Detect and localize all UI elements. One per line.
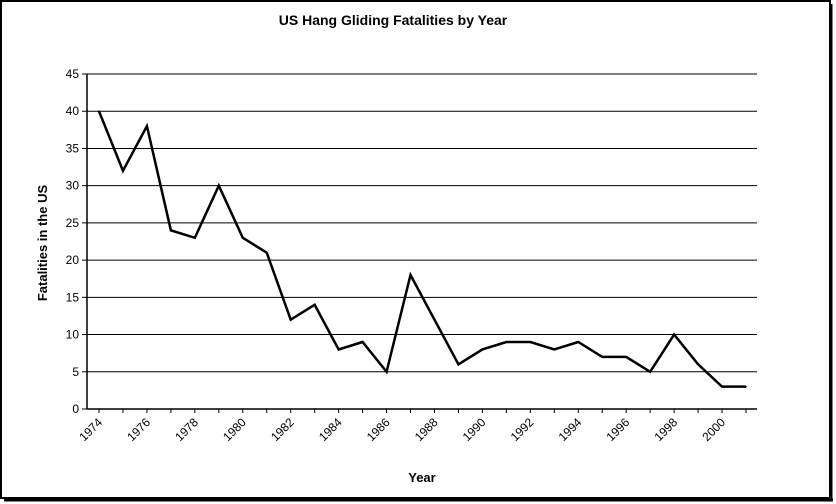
data-point bbox=[194, 236, 196, 239]
data-point bbox=[697, 363, 699, 366]
data-point bbox=[721, 385, 723, 388]
y-tick-label: 15 bbox=[66, 290, 80, 304]
data-point bbox=[409, 274, 412, 276]
data-point bbox=[313, 303, 316, 306]
data-point bbox=[433, 318, 436, 321]
data-point bbox=[98, 110, 100, 113]
data-point bbox=[529, 341, 532, 343]
data-point bbox=[481, 348, 484, 351]
data-point bbox=[649, 370, 651, 373]
data-point bbox=[122, 169, 124, 172]
y-tick-label: 45 bbox=[66, 67, 80, 81]
data-point bbox=[170, 229, 172, 232]
y-tick-label: 0 bbox=[72, 402, 79, 416]
data-point bbox=[745, 385, 747, 388]
y-axis-ticks: 0 5 10 15 20 25 30 35 40 45 bbox=[66, 67, 87, 416]
data-point bbox=[265, 251, 268, 254]
y-tick-label: 25 bbox=[66, 216, 80, 230]
data-point bbox=[289, 318, 292, 321]
y-tick-label: 40 bbox=[66, 104, 80, 118]
data-point bbox=[625, 356, 627, 358]
y-tick-label: 20 bbox=[66, 253, 80, 267]
y-tick-label: 10 bbox=[66, 328, 80, 342]
data-point bbox=[577, 341, 580, 343]
y-tick-label: 30 bbox=[66, 179, 80, 193]
data-point bbox=[505, 341, 508, 343]
data-point bbox=[146, 125, 148, 127]
series-line bbox=[97, 110, 746, 388]
data-point bbox=[601, 356, 604, 358]
data-point bbox=[673, 333, 675, 336]
data-point bbox=[241, 236, 244, 239]
data-point bbox=[361, 341, 364, 343]
y-tick-label: 5 bbox=[72, 365, 79, 379]
data-point bbox=[385, 370, 388, 373]
gridlines bbox=[87, 73, 757, 373]
chart-title: US Hang Gliding Fatalities by Year bbox=[279, 12, 508, 28]
y-axis-label: Fatalities in the US bbox=[35, 185, 50, 302]
data-point bbox=[337, 348, 340, 351]
data-point bbox=[218, 184, 220, 187]
axes bbox=[86, 74, 757, 410]
data-point bbox=[457, 363, 460, 366]
data-series bbox=[97, 110, 747, 388]
x-axis-label: Year bbox=[408, 470, 435, 485]
y-tick-label: 35 bbox=[66, 141, 80, 155]
data-point bbox=[553, 348, 556, 351]
